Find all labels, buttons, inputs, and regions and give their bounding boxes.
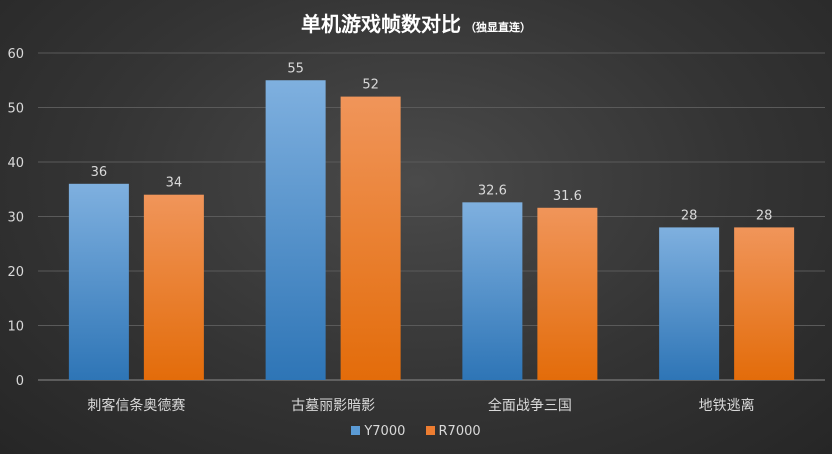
data-label-r7000-1: 52 — [362, 78, 379, 93]
bar-y7000-3 — [659, 227, 720, 380]
chart-subtitle: （独显直连） — [465, 21, 531, 34]
y-tick-label: 10 — [7, 320, 24, 335]
bar-y7000-0 — [68, 183, 129, 380]
chart-title: 单机游戏帧数对比 （独显直连） — [0, 8, 832, 37]
y-tick-label: 50 — [7, 102, 24, 117]
bar-r7000-3 — [734, 227, 795, 380]
data-label-y7000-2: 32.6 — [478, 183, 507, 198]
legend-label-y7000: Y7000 — [364, 424, 406, 439]
category-label-1: 古墓丽影暗影 — [291, 398, 375, 414]
bar-r7000-0 — [143, 194, 204, 380]
legend-item-y7000: Y7000 — [351, 424, 405, 439]
data-label-r7000-2: 31.6 — [553, 189, 582, 204]
y-tick-label: 60 — [7, 47, 24, 62]
y-tick-label: 40 — [7, 156, 24, 171]
category-label-2: 全面战争三国 — [488, 397, 572, 414]
data-label-r7000-3: 28 — [756, 208, 773, 223]
legend-swatch-y7000 — [351, 426, 361, 435]
chart-title-main: 单机游戏帧数对比 — [301, 12, 461, 36]
legend-label-r7000: R7000 — [438, 424, 481, 439]
data-label-y7000-0: 36 — [91, 165, 108, 180]
bar-y7000-2 — [462, 202, 523, 380]
y-tick-label: 20 — [7, 265, 24, 280]
bar-r7000-2 — [537, 207, 598, 380]
data-label-r7000-0: 34 — [166, 176, 183, 191]
category-label-0: 刺客信条奥德赛 — [87, 397, 185, 414]
y-tick-label: 30 — [7, 211, 24, 226]
bar-y7000-1 — [265, 80, 326, 380]
data-label-y7000-1: 55 — [287, 61, 304, 76]
legend: Y7000 R7000 — [0, 424, 832, 439]
legend-item-r7000: R7000 — [425, 424, 481, 439]
bar-r7000-1 — [340, 96, 401, 380]
y-tick-label: 0 — [16, 374, 24, 389]
category-label-3: 地铁逃离 — [699, 397, 755, 414]
legend-swatch-r7000 — [425, 426, 435, 435]
data-label-y7000-3: 28 — [681, 208, 698, 223]
